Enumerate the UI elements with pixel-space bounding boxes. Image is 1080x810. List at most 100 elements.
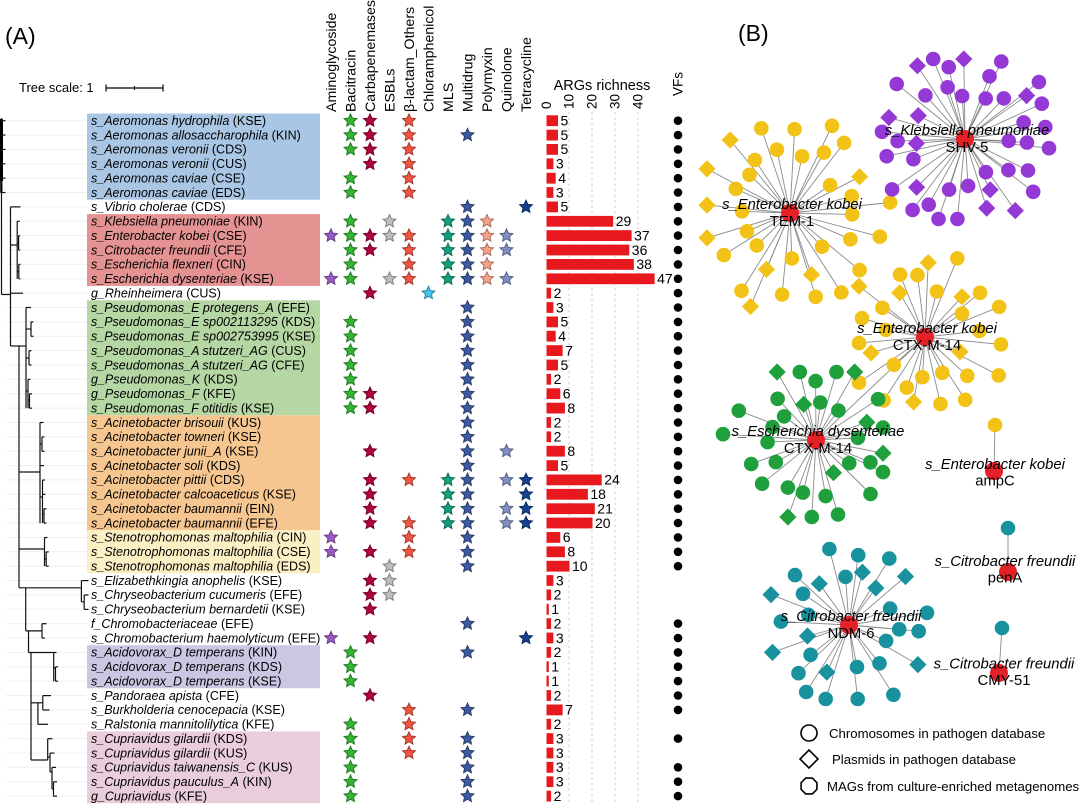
svg-text:Tetracycline: Tetracycline — [519, 37, 535, 112]
svg-text:2: 2 — [554, 687, 562, 703]
svg-text:10: 10 — [572, 558, 588, 574]
svg-text:s_Pseudomonas_F otitidis (KSE): s_Pseudomonas_F otitidis (KSE) — [91, 401, 274, 415]
svg-text:2: 2 — [554, 429, 562, 445]
svg-text:s_Aeromonas hydrophila (KSE): s_Aeromonas hydrophila (KSE) — [91, 114, 266, 128]
svg-text:s_Vibrio cholerae (CDS): s_Vibrio cholerae (CDS) — [91, 200, 226, 214]
svg-text:8: 8 — [567, 443, 575, 459]
svg-text:s_Stenotrophomonas maltophilia: s_Stenotrophomonas maltophilia (CSE) — [91, 545, 311, 559]
svg-text:s_Acinetobacter junii_A (KSE): s_Acinetobacter junii_A (KSE) — [91, 445, 258, 459]
svg-text:s_Klebsiella pneumoniae (KIN): s_Klebsiella pneumoniae (KIN) — [91, 215, 263, 229]
svg-text:Tree scale: 1: Tree scale: 1 — [19, 80, 94, 95]
svg-text:s_Aeromonas veronii (CUS): s_Aeromonas veronii (CUS) — [91, 157, 247, 171]
svg-text:7: 7 — [565, 702, 573, 718]
svg-text:ampC: ampC — [975, 474, 1015, 490]
svg-text:s_Citrobacter freundii: s_Citrobacter freundii — [934, 657, 1075, 673]
svg-text:s_Escherichia dysenteriae (KSE: s_Escherichia dysenteriae (KSE) — [91, 272, 274, 286]
svg-text:g_Pseudomonas_K (KDS): g_Pseudomonas_K (KDS) — [91, 373, 238, 387]
svg-text:ARGs richness: ARGs richness — [554, 78, 651, 94]
svg-text:Chloramphenicol: Chloramphenicol — [422, 6, 438, 112]
svg-text:s_Pseudomonas_E sp002113295 (K: s_Pseudomonas_E sp002113295 (KDS) — [91, 315, 315, 329]
svg-text:s_Escherichia flexneri (CIN): s_Escherichia flexneri (CIN) — [91, 258, 246, 272]
svg-text:s_Acinetobacter pittii (CDS): s_Acinetobacter pittii (CDS) — [91, 473, 245, 487]
svg-text:g_Cupriavidus (KFE): g_Cupriavidus (KFE) — [91, 789, 207, 803]
svg-text:s_Acinetobacter baumannii (EIN: s_Acinetobacter baumannii (EIN) — [91, 502, 274, 516]
svg-text:Aminoglycoside: Aminoglycoside — [324, 13, 340, 112]
svg-text:s_Chryseobacterium cucumeris (: s_Chryseobacterium cucumeris (EFE) — [91, 588, 302, 602]
svg-text:s_Enterobacter kobei: s_Enterobacter kobei — [857, 321, 998, 337]
svg-text:s_Aeromonas caviae (CSE): s_Aeromonas caviae (CSE) — [91, 172, 245, 186]
svg-text:s_Cupriavidus taiwanensis_C (K: s_Cupriavidus taiwanensis_C (KUS) — [91, 761, 292, 775]
svg-text:g_Pseudomonas_F (KFE): g_Pseudomonas_F (KFE) — [91, 387, 236, 401]
svg-text:38: 38 — [636, 256, 652, 272]
svg-text:s_Stenotrophomonas maltophilia: s_Stenotrophomonas maltophilia (CIN) — [91, 531, 306, 545]
svg-text:(B): (B) — [738, 20, 769, 46]
svg-text:5: 5 — [561, 199, 569, 215]
svg-text:g_Rheinheimera (CUS): g_Rheinheimera (CUS) — [91, 286, 221, 300]
svg-text:47: 47 — [657, 271, 673, 287]
svg-text:s_Pandoraea apista (CFE): s_Pandoraea apista (CFE) — [91, 689, 239, 703]
svg-text:s_Pseudomonas_E protegens_A (E: s_Pseudomonas_E protegens_A (EFE) — [91, 301, 310, 315]
svg-text:s_Aeromonas veronii (CDS): s_Aeromonas veronii (CDS) — [91, 143, 247, 157]
svg-text:ESBLs: ESBLs — [383, 69, 399, 112]
svg-text:s_Enterobacter kobei: s_Enterobacter kobei — [722, 197, 863, 213]
svg-text:40: 40 — [631, 94, 646, 109]
svg-text:s_Enterobacter kobei: s_Enterobacter kobei — [925, 457, 1066, 473]
svg-text:s_Citrobacter freundii: s_Citrobacter freundii — [781, 609, 922, 625]
svg-text:s_Chryseobacterium bernardetii: s_Chryseobacterium bernardetii (KSE) — [91, 603, 305, 617]
svg-text:s_Ralstonia mannitolilytica (K: s_Ralstonia mannitolilytica (KFE) — [91, 718, 274, 732]
svg-text:s_Acinetobacter soli (KDS): s_Acinetobacter soli (KDS) — [91, 459, 240, 473]
svg-text:s_Cupriavidus gilardii (KDS): s_Cupriavidus gilardii (KDS) — [91, 732, 247, 746]
svg-text:s_Burkholderia cenocepacia (KS: s_Burkholderia cenocepacia (KSE) — [91, 703, 285, 717]
svg-text:s_Citrobacter freundii (CFE): s_Citrobacter freundii (CFE) — [91, 243, 247, 257]
svg-text:SHV-5: SHV-5 — [946, 140, 989, 156]
svg-text:s_Escherichia dysenteriae: s_Escherichia dysenteriae — [732, 424, 905, 440]
svg-text:CTX-M-14: CTX-M-14 — [784, 441, 852, 457]
svg-text:Polymyxin: Polymyxin — [480, 47, 496, 112]
svg-text:5: 5 — [561, 457, 569, 473]
svg-text:VFs: VFs — [671, 72, 686, 96]
svg-text:s_Klebsiella pneumoniae: s_Klebsiella pneumoniae — [885, 123, 1050, 139]
svg-text:s_Acinetobacter baumannii (EFE: s_Acinetobacter baumannii (EFE) — [91, 516, 278, 530]
svg-text:MAGs from culture-enriched met: MAGs from culture-enriched metagenomes — [827, 779, 1080, 794]
svg-text:s_Pseudomonas_A stutzeri_AG (C: s_Pseudomonas_A stutzeri_AG (CUS) — [91, 344, 306, 358]
svg-text:Carbapenemases: Carbapenemases — [363, 0, 379, 112]
svg-text:0: 0 — [539, 101, 554, 109]
svg-text:MLS: MLS — [441, 83, 457, 112]
svg-text:Quinolone: Quinolone — [500, 47, 516, 112]
svg-text:s_Pseudomonas_E sp002753995 (K: s_Pseudomonas_E sp002753995 (KSE) — [91, 330, 315, 344]
svg-text:2: 2 — [554, 788, 562, 804]
svg-text:s_Stenotrophomonas maltophilia: s_Stenotrophomonas maltophilia (EDS) — [91, 560, 311, 574]
svg-text:Plasmids in pathogen database: Plasmids in pathogen database — [832, 752, 1016, 767]
svg-text:24: 24 — [604, 472, 620, 488]
svg-text:s_Enterobacter kobei (CSE): s_Enterobacter kobei (CSE) — [91, 229, 247, 243]
svg-text:Bacitracin: Bacitracin — [344, 50, 360, 112]
svg-text:f_Chromobacteriaceae (EFE): f_Chromobacteriaceae (EFE) — [91, 617, 254, 631]
svg-text:(A): (A) — [5, 23, 36, 49]
svg-text:s_Cupriavidus pauculus_A (KIN): s_Cupriavidus pauculus_A (KIN) — [91, 775, 272, 789]
svg-text:CMY-51: CMY-51 — [978, 673, 1031, 689]
svg-text:penA: penA — [988, 571, 1023, 587]
svg-text:s_Aeromonas allosaccharophila: s_Aeromonas allosaccharophila (KIN) — [91, 128, 301, 142]
svg-text:β-lactam_Others: β-lactam_Others — [402, 7, 418, 112]
svg-text:29: 29 — [616, 213, 632, 229]
svg-text:10: 10 — [562, 94, 577, 109]
svg-text:TEM-1: TEM-1 — [770, 214, 814, 230]
svg-text:s_Chromobacterium haemolyticum: s_Chromobacterium haemolyticum (EFE) — [91, 631, 320, 645]
svg-text:s_Aeromonas caviae (EDS): s_Aeromonas caviae (EDS) — [91, 186, 245, 200]
svg-text:s_Acidovorax_D temperans (KSE): s_Acidovorax_D temperans (KSE) — [91, 674, 281, 688]
svg-text:s_Acinetobacter calcoaceticus: s_Acinetobacter calcoaceticus (KSE) — [91, 488, 296, 502]
svg-text:s_Acidovorax_D temperans (KDS): s_Acidovorax_D temperans (KDS) — [91, 660, 282, 674]
svg-text:s_Pseudomonas_A stutzeri_AG (C: s_Pseudomonas_A stutzeri_AG (CFE) — [91, 358, 305, 372]
svg-text:s_Acinetobacter brisouii (KUS): s_Acinetobacter brisouii (KUS) — [91, 416, 261, 430]
svg-text:s_Acinetobacter towneri (KSE): s_Acinetobacter towneri (KSE) — [91, 430, 261, 444]
svg-text:s_Elizabethkingia anophelis (K: s_Elizabethkingia anophelis (KSE) — [91, 574, 282, 588]
svg-text:CTX-M-14: CTX-M-14 — [893, 338, 961, 354]
svg-text:s_Citrobacter freundii: s_Citrobacter freundii — [935, 554, 1076, 570]
svg-text:30: 30 — [608, 94, 623, 109]
svg-text:NDM-6: NDM-6 — [828, 626, 875, 642]
svg-text:20: 20 — [595, 515, 611, 531]
svg-text:s_Acidovorax_D temperans (KIN): s_Acidovorax_D temperans (KIN) — [91, 646, 277, 660]
svg-text:s_Cupriavidus gilardii (KUS): s_Cupriavidus gilardii (KUS) — [91, 746, 247, 760]
svg-text:2: 2 — [554, 371, 562, 387]
svg-text:Multidrug: Multidrug — [461, 54, 477, 112]
